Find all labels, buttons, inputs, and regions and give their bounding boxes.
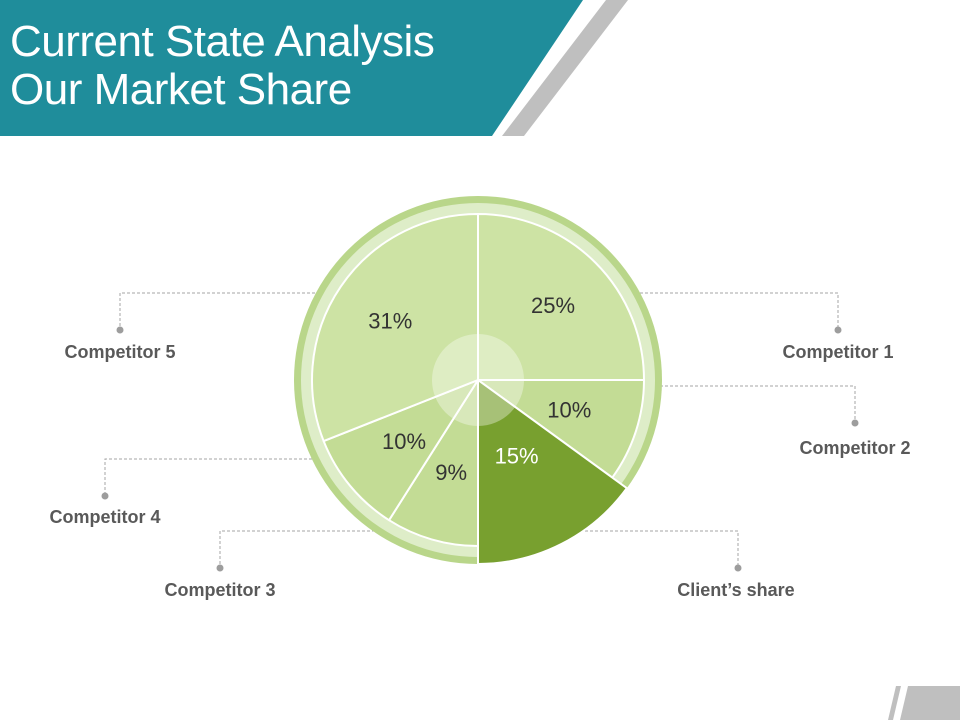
- title-banner-background: [0, 0, 583, 136]
- slice-value-label-competitor-1: 25%: [531, 293, 575, 318]
- pie-slice-competitor-2: [477, 379, 645, 479]
- category-labels: Competitor 1 Competitor 2 Client’s share Co…: [49, 342, 910, 600]
- pie-center-highlight: [432, 334, 524, 426]
- decorative-stripe: [502, 0, 628, 136]
- leader-line-competitor-4: [104, 458, 312, 494]
- title-banner: [0, 0, 628, 136]
- category-label-competitor-5: Competitor 5: [64, 342, 175, 362]
- pie-slice-client-s-share: [477, 379, 628, 565]
- slice-value-label-competitor-2: 10%: [547, 398, 591, 423]
- slice-value-label-competitor-3: 9%: [435, 460, 467, 485]
- pie-slice-competitor-5: [311, 213, 479, 443]
- corner-stripe-thin: [888, 686, 901, 720]
- leader-dot-competitor-4: [101, 492, 109, 500]
- leader-line-competitor-2: [660, 385, 856, 421]
- pie-slice-competitor-1: [477, 213, 645, 381]
- slice-value-label-client-s-share: 15%: [495, 444, 539, 469]
- category-label-client-s-share: Client’s share: [677, 580, 794, 600]
- leader-line-client-s-share: [585, 530, 739, 566]
- slice-value-labels: 25% 10% 15% 9% 10% 31%: [368, 293, 591, 485]
- leader-dot-competitor-3: [216, 564, 224, 572]
- corner-stripe-wide: [900, 686, 960, 720]
- slice-value-label-competitor-5: 31%: [368, 308, 412, 333]
- leader-dot-competitor-2: [851, 419, 859, 427]
- pie-center-disc: [432, 334, 524, 426]
- category-label-competitor-4: Competitor 4: [49, 507, 160, 527]
- leader-dot-client-s-share: [734, 564, 742, 572]
- pie-slice-competitor-3: [388, 379, 479, 547]
- category-label-competitor-1: Competitor 1: [782, 342, 893, 362]
- slice-value-label-competitor-4: 10%: [382, 429, 426, 454]
- slide-title: Current State Analysis Our Market Share: [10, 17, 435, 114]
- category-label-competitor-2: Competitor 2: [799, 438, 910, 458]
- pie-slice-competitor-4: [322, 379, 479, 522]
- slide-title-line-2: Our Market Share: [10, 65, 352, 114]
- slide-title-line-1: Current State Analysis: [10, 17, 435, 66]
- leader-lines: [101, 292, 859, 572]
- leader-line-competitor-1: [640, 292, 839, 328]
- leader-dot-competitor-1: [834, 326, 842, 334]
- category-label-competitor-3: Competitor 3: [164, 580, 275, 600]
- pie-slices: [311, 213, 645, 565]
- leader-line-competitor-3: [219, 530, 380, 566]
- leader-line-competitor-5: [119, 292, 315, 328]
- leader-dot-competitor-5: [116, 326, 124, 334]
